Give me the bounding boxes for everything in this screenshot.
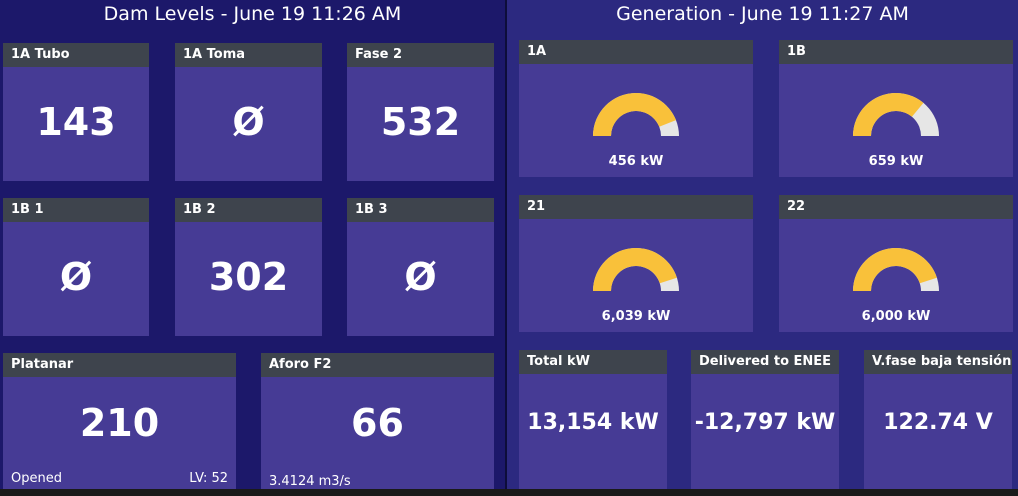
card-aforo-f2[interactable]: Aforo F2 66 3.4124 m3/s	[261, 353, 494, 489]
card-value: Ø	[59, 255, 93, 299]
card-label: 1B	[779, 40, 1013, 64]
card-label: 1B 1	[3, 198, 149, 222]
voltage-card[interactable]: V.fase baja tensión 122.74 V	[864, 350, 1012, 489]
gen-unit-1a[interactable]: 1A 456 kW	[519, 40, 753, 177]
gauge-icon	[853, 247, 939, 291]
card-1b-3[interactable]: 1B 3 Ø	[347, 198, 494, 336]
card-label: Aforo F2	[261, 353, 494, 377]
gauge-fill	[593, 93, 676, 136]
gen-unit-21[interactable]: 21 6,039 kW	[519, 195, 753, 332]
delivered-enee-card[interactable]: Delivered to ENEE -12,797 kW	[691, 350, 839, 489]
total-kw-card[interactable]: Total kW 13,154 kW	[519, 350, 667, 489]
gauge-fill	[593, 247, 677, 291]
gen-unit-22[interactable]: 22 6,000 kW	[779, 195, 1013, 332]
card-label: 21	[519, 195, 753, 219]
dam-levels-title: Dam Levels - June 19 11:26 AM	[103, 3, 402, 25]
card-1b-1[interactable]: 1B 1 Ø	[3, 198, 149, 336]
generation-title: Generation - June 19 11:27 AM	[616, 3, 909, 25]
card-label: 1B 3	[347, 198, 494, 222]
gate-status: Opened	[11, 471, 62, 486]
gauge-fill	[853, 247, 937, 291]
gen-value: 659 kW	[868, 154, 924, 169]
card-label: Fase 2	[347, 43, 494, 67]
card-value: 532	[380, 100, 461, 144]
card-label: 1A Tubo	[3, 43, 149, 67]
card-label: 1A	[519, 40, 753, 64]
card-platanar[interactable]: Platanar 210 Opened LV: 52	[3, 353, 236, 489]
gen-value: 6,039 kW	[601, 309, 671, 324]
level-reading: LV: 52	[189, 471, 228, 486]
card-label: 22	[779, 195, 1013, 219]
card-1a-toma[interactable]: 1A Toma Ø	[175, 43, 322, 181]
total-value: 122.74 V	[883, 410, 993, 435]
gen-value: 6,000 kW	[861, 309, 931, 324]
card-label: Total kW	[519, 350, 667, 374]
card-value: Ø	[232, 100, 265, 144]
dam-levels-panel: Dam Levels - June 19 11:26 AM 1A Tubo 14…	[0, 0, 505, 496]
generation-panel: Generation - June 19 11:27 AM 1A 456 kW …	[507, 0, 1018, 496]
gauge-icon	[593, 247, 679, 291]
card-label: V.fase baja tensión	[864, 350, 1012, 374]
gen-value: 456 kW	[608, 154, 664, 169]
gauge-icon	[593, 93, 679, 136]
card-label: 1A Toma	[175, 43, 322, 67]
taskbar	[0, 489, 1018, 496]
card-value: 66	[351, 401, 404, 445]
gauge-fill	[853, 93, 924, 136]
card-label: Platanar	[3, 353, 236, 377]
card-value: 143	[36, 100, 116, 144]
card-1b-2[interactable]: 1B 2 302	[175, 198, 322, 336]
total-value: 13,154 kW	[527, 410, 659, 435]
flow-reading: 3.4124 m3/s	[269, 474, 351, 489]
gauge-icon	[853, 93, 939, 136]
card-value: 210	[79, 401, 160, 445]
card-value: 302	[208, 255, 289, 299]
card-1a-tubo[interactable]: 1A Tubo 143	[3, 43, 149, 181]
gen-unit-1b[interactable]: 1B 659 kW	[779, 40, 1013, 177]
card-label: Delivered to ENEE	[691, 350, 839, 374]
card-value: Ø	[404, 255, 437, 299]
card-label: 1B 2	[175, 198, 322, 222]
total-value: -12,797 kW	[694, 410, 836, 435]
card-fase-2[interactable]: Fase 2 532	[347, 43, 494, 181]
